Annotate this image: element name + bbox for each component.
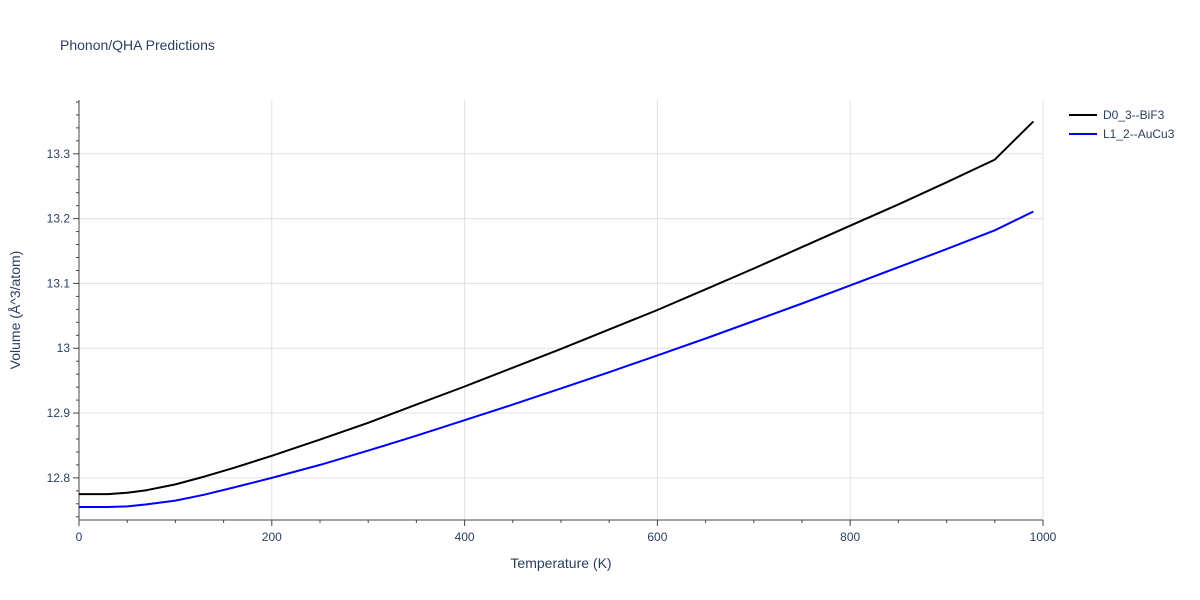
y-axis-title: Volume (Å^3/atom) bbox=[7, 251, 23, 370]
x-tick-label: 1000 bbox=[1030, 530, 1057, 544]
legend-label-1: L1_2--AuCu3 bbox=[1103, 127, 1175, 141]
y-tick-label: 12.8 bbox=[47, 471, 71, 485]
x-tick-label: 0 bbox=[76, 530, 83, 544]
x-tick-label: 400 bbox=[455, 530, 475, 544]
x-tick-label: 200 bbox=[262, 530, 282, 544]
legend-label-0: D0_3--BiF3 bbox=[1103, 108, 1165, 122]
legend: D0_3--BiF3 L1_2--AuCu3 bbox=[1069, 108, 1175, 141]
x-tick-label: 800 bbox=[840, 530, 860, 544]
y-tick-label: 12.9 bbox=[47, 406, 71, 420]
y-tick-label: 13.2 bbox=[47, 212, 71, 226]
x-tick-label: 600 bbox=[647, 530, 667, 544]
series-lines bbox=[79, 120, 1035, 508]
y-tick-label: 13.3 bbox=[47, 147, 71, 161]
x-ticks: 0 200 400 600 800 1000 bbox=[76, 520, 1057, 544]
y-ticks: 12.8 12.9 13 13.1 13.2 13.3 bbox=[47, 147, 79, 485]
y-tick-label: 13 bbox=[57, 341, 71, 355]
x-axis-title: Temperature (K) bbox=[510, 555, 611, 571]
y-tick-label: 13.1 bbox=[47, 276, 71, 290]
series-line-1 bbox=[79, 210, 1034, 508]
series-line-0 bbox=[79, 120, 1035, 496]
grid bbox=[79, 100, 1044, 520]
chart-title: Phonon/QHA Predictions bbox=[60, 37, 215, 53]
